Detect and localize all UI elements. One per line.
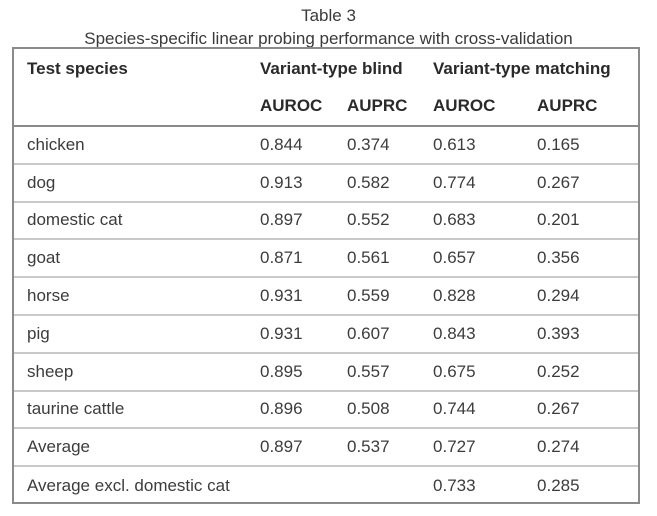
cell-match-auprc: 0.252	[537, 361, 580, 381]
header-row-groups: Test species Variant-type blind Variant-…	[14, 49, 638, 87]
cell-species: Average excl. domestic cat	[27, 475, 230, 495]
cell-blind-auroc: 0.931	[260, 286, 303, 306]
table-title: Table 3	[301, 6, 356, 25]
cell-match-auroc: 0.828	[433, 286, 476, 306]
cell-match-auprc: 0.285	[537, 475, 580, 495]
table-header: Test species Variant-type blind Variant-…	[14, 49, 639, 126]
cell-match-auprc: 0.201	[537, 210, 580, 230]
cell-blind-auprc: 0.582	[347, 172, 390, 192]
cell-blind-auroc: 0.897	[260, 437, 303, 457]
cell-blind-auroc: 0.871	[260, 248, 303, 268]
table-row: Average excl. domestic cat 0.733 0.285	[14, 466, 639, 504]
cell-species: horse	[27, 286, 70, 306]
header-row-metrics: AUROC AUPRC AUROC AUPRC	[14, 87, 639, 126]
cell-match-auprc: 0.267	[537, 399, 580, 419]
cell-blind-auroc: 0.895	[260, 361, 303, 381]
cell-match-auroc: 0.843	[433, 323, 476, 343]
cell-match-auroc: 0.774	[433, 172, 476, 192]
cell-species: goat	[27, 248, 61, 268]
results-table: Test species Variant-type blind Variant-…	[12, 47, 640, 504]
cell-species: sheep	[27, 361, 74, 381]
header-group-matching: Variant-type matching	[433, 59, 611, 78]
cell-species: Average	[27, 437, 91, 457]
table-row: domestic cat 0.897 0.552 0.683 0.201	[14, 201, 639, 240]
header-match-auprc: AUPRC	[537, 96, 598, 115]
cell-match-auroc: 0.675	[433, 361, 476, 381]
table-row: goat 0.871 0.561 0.657 0.356	[14, 239, 639, 277]
cell-blind-auroc: 0.844	[260, 134, 303, 154]
cell-match-auroc: 0.683	[433, 210, 476, 230]
cell-blind-auprc: 0.561	[347, 248, 390, 268]
cell-blind-auprc: 0.557	[347, 361, 390, 381]
cell-match-auroc: 0.613	[433, 134, 476, 154]
cell-blind-auprc: 0.374	[347, 134, 390, 154]
table-row: Average 0.897 0.537 0.727 0.274	[14, 428, 639, 466]
results-table-grid: Test species Variant-type blind Variant-…	[14, 49, 639, 504]
cell-blind-auprc: 0.552	[347, 210, 390, 230]
cell-species: domestic cat	[27, 210, 123, 230]
cell-blind-auprc: 0.508	[347, 399, 390, 419]
cell-match-auprc: 0.267	[537, 172, 580, 192]
header-test-species: Test species	[27, 59, 128, 78]
header-blind-auroc: AUROC	[260, 96, 323, 115]
cell-species: chicken	[27, 134, 85, 154]
table-row: chicken 0.844 0.374 0.613 0.165	[14, 126, 638, 164]
table-row: taurine cattle 0.896 0.508 0.744 0.267	[14, 390, 639, 429]
header-blind-auprc: AUPRC	[347, 96, 408, 115]
header-group-blind: Variant-type blind	[260, 59, 403, 78]
cell-match-auroc: 0.657	[433, 248, 476, 268]
table-subtitle: Species-specific linear probing performa…	[84, 29, 573, 48]
cell-blind-auroc: 0.913	[260, 172, 303, 192]
cell-match-auroc: 0.744	[433, 399, 476, 419]
cell-blind-auprc: 0.537	[347, 437, 390, 457]
table-row: dog 0.913 0.582 0.774 0.267	[14, 163, 639, 202]
cell-blind-auroc: 0.931	[260, 323, 303, 343]
cell-species: taurine cattle	[27, 399, 125, 419]
cell-match-auprc: 0.274	[537, 437, 580, 457]
cell-species: pig	[27, 323, 50, 343]
cell-match-auroc: 0.733	[433, 475, 476, 495]
cell-match-auprc: 0.393	[537, 323, 580, 343]
table-row: pig 0.931 0.607 0.843 0.393	[14, 314, 639, 353]
cell-blind-auroc: 0.897	[260, 210, 303, 230]
cell-blind-auprc: 0.559	[347, 286, 390, 306]
header-empty-cell	[14, 87, 260, 126]
cell-match-auprc: 0.165	[537, 134, 580, 154]
table-row: horse 0.931 0.559 0.828 0.294	[14, 277, 639, 315]
cell-blind-auprc: 0.607	[347, 323, 390, 343]
table-body: chicken 0.844 0.374 0.613 0.165 dog 0.913 0.582…	[14, 126, 639, 504]
cell-species: dog	[27, 172, 56, 192]
cell-blind-auprc	[347, 466, 433, 504]
table-row: sheep 0.895 0.557 0.675 0.252	[14, 352, 639, 391]
cell-match-auroc: 0.727	[433, 437, 476, 457]
cell-match-auprc: 0.356	[537, 248, 580, 268]
cell-blind-auroc	[260, 466, 347, 504]
header-match-auroc: AUROC	[433, 96, 496, 115]
cell-match-auprc: 0.294	[537, 286, 580, 306]
cell-blind-auroc: 0.896	[260, 399, 303, 419]
